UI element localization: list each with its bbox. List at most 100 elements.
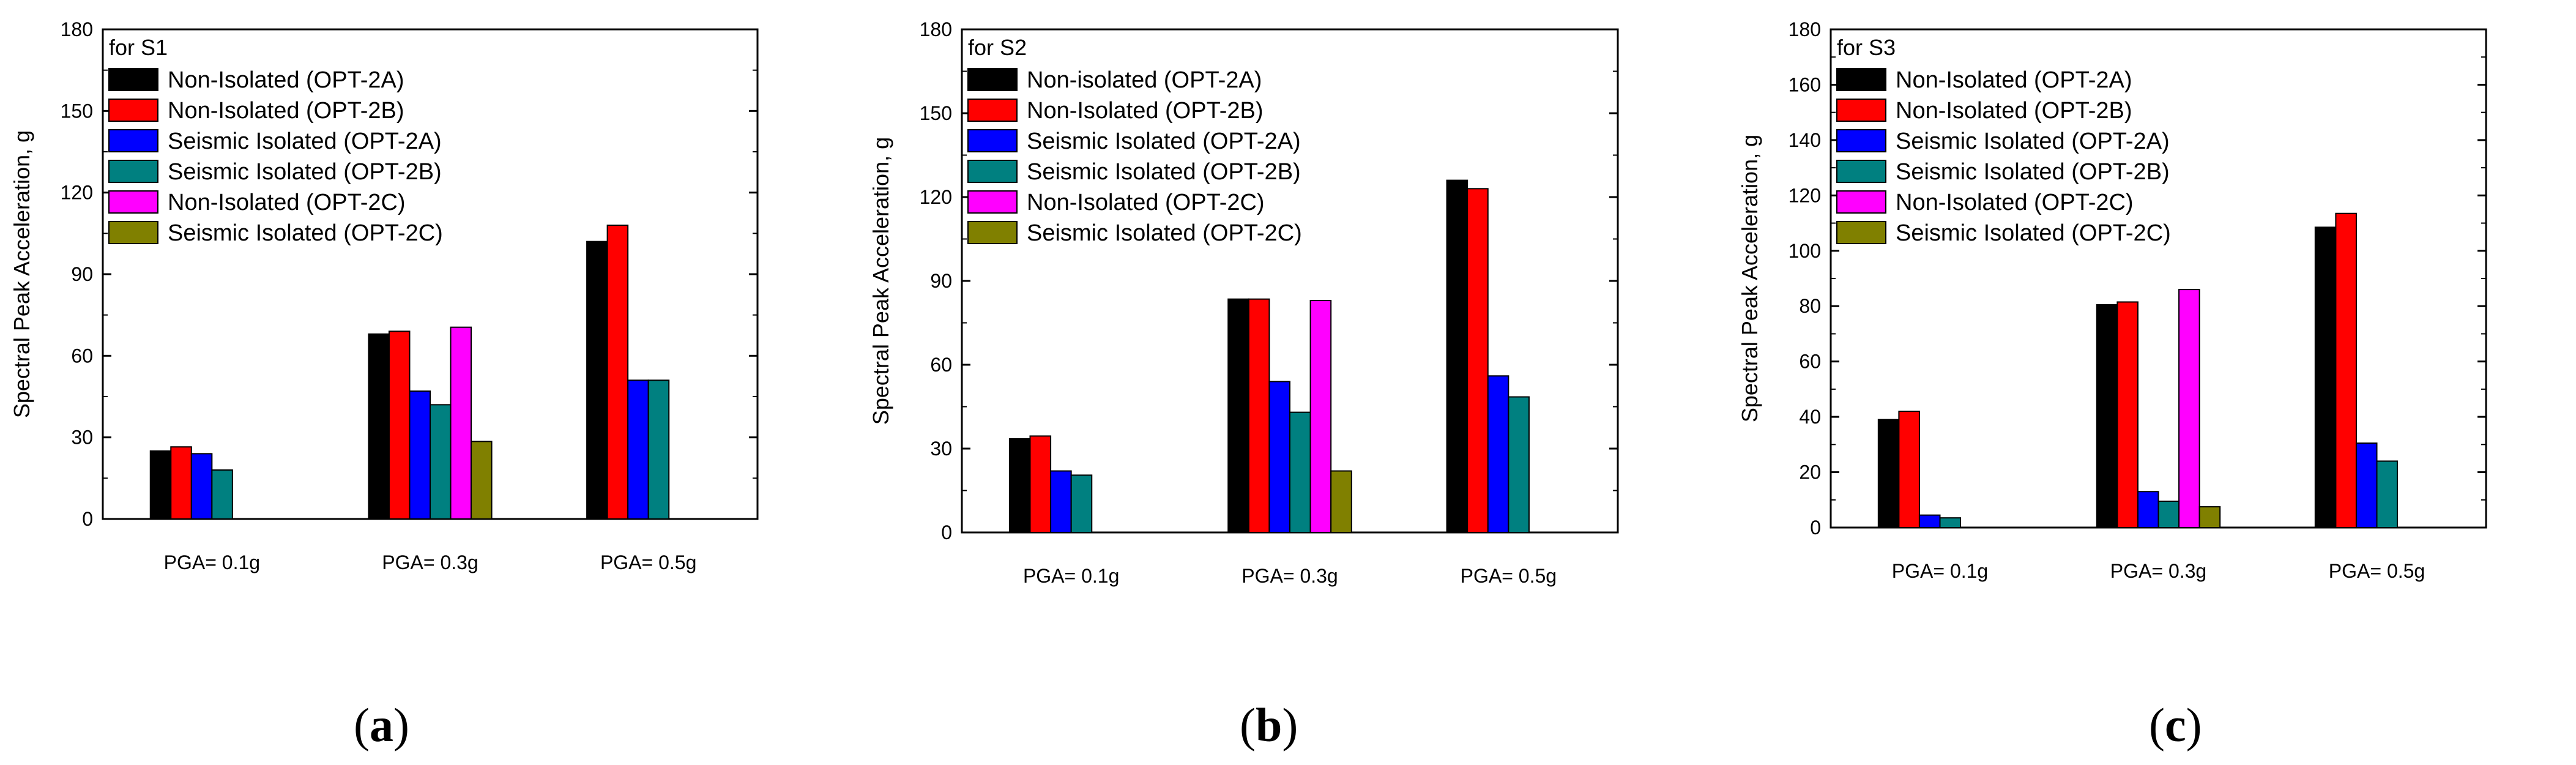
y-tick-label: 90 bbox=[930, 270, 952, 292]
legend-label: Seismic Isolated (OPT-2C) bbox=[1896, 220, 2171, 246]
bar bbox=[627, 379, 649, 520]
legend-swatch bbox=[1836, 190, 1886, 214]
y-tick-label: 120 bbox=[920, 186, 952, 208]
legend-label: Seismic Isolated (OPT-2A) bbox=[1027, 129, 1301, 154]
panel-label-c: (c) bbox=[2149, 698, 2202, 752]
y-tick-label: 150 bbox=[61, 100, 93, 122]
legend-label: Non-Isolated (OPT-2A) bbox=[168, 67, 404, 93]
x-tick-label: PGA= 0.1g bbox=[164, 551, 260, 573]
bar bbox=[606, 225, 629, 520]
bar bbox=[1050, 470, 1072, 533]
bar bbox=[1227, 298, 1249, 533]
bar bbox=[2157, 501, 2180, 528]
bar bbox=[2355, 442, 2378, 528]
legend-swatch bbox=[1836, 160, 1886, 183]
y-tick-label: 60 bbox=[930, 354, 952, 376]
legend-title: for S1 bbox=[109, 35, 168, 60]
y-tick-label: 180 bbox=[920, 18, 952, 40]
bar bbox=[1268, 381, 1290, 534]
legend-swatch bbox=[967, 221, 1018, 244]
y-tick-label: 30 bbox=[71, 427, 93, 449]
legend-swatch bbox=[108, 221, 158, 244]
x-tick-label: PGA= 0.1g bbox=[1892, 560, 1988, 582]
x-tick-label: PGA= 0.5g bbox=[600, 551, 696, 573]
y-tick-label: 0 bbox=[1810, 517, 1821, 539]
legend-label: Non-Isolated (OPT-2B) bbox=[1896, 98, 2132, 124]
y-tick-label: 180 bbox=[1789, 18, 1821, 40]
x-tick-label: PGA= 0.1g bbox=[1023, 565, 1119, 587]
bar bbox=[450, 326, 472, 520]
bar bbox=[2335, 212, 2357, 528]
x-tick-label: PGA= 0.5g bbox=[2329, 560, 2425, 582]
legend-label: Seismic Isolated (OPT-2A) bbox=[1896, 129, 2170, 154]
legend-title: for S2 bbox=[968, 35, 1027, 60]
y-tick-label: 120 bbox=[61, 182, 93, 204]
bar bbox=[1467, 188, 1489, 533]
bar bbox=[409, 390, 431, 520]
bar bbox=[1309, 299, 1332, 533]
bar bbox=[149, 450, 172, 520]
bar bbox=[2096, 304, 2118, 528]
x-tick-label: PGA= 0.5g bbox=[1461, 565, 1557, 587]
legend-swatch bbox=[1836, 221, 1886, 244]
y-axis-label: Spectral Peak Acceleration, g bbox=[868, 137, 893, 425]
legend-label: Seismic Isolated (OPT-2C) bbox=[1027, 220, 1302, 246]
bar bbox=[471, 441, 493, 520]
legend-swatch bbox=[967, 68, 1018, 91]
y-tick-label: 60 bbox=[1799, 351, 1821, 373]
y-axis-label: Spectral Peak Acceleration, g bbox=[1737, 135, 1762, 422]
legend-label: Non-isolated (OPT-2A) bbox=[1027, 67, 1262, 93]
bar bbox=[2198, 506, 2221, 528]
bar bbox=[190, 453, 213, 520]
y-tick-label: 90 bbox=[71, 263, 93, 285]
legend-label: Seismic Isolated (OPT-2C) bbox=[168, 220, 443, 246]
bar bbox=[1508, 396, 1530, 533]
bar bbox=[1029, 435, 1052, 534]
y-axis-label: Spectral Peak Acceleration, g bbox=[9, 130, 34, 418]
y-tick-label: 100 bbox=[1789, 240, 1821, 262]
legend-swatch bbox=[1836, 99, 1886, 122]
legend-label: Non-Isolated (OPT-2C) bbox=[1027, 190, 1265, 215]
bar bbox=[430, 404, 452, 520]
y-tick-label: 80 bbox=[1799, 295, 1821, 317]
legend-swatch bbox=[108, 68, 158, 91]
legend-label: Non-Isolated (OPT-2C) bbox=[1896, 190, 2134, 215]
panel-label-a: (a) bbox=[354, 698, 409, 752]
bar bbox=[1330, 470, 1352, 533]
bar bbox=[2376, 460, 2399, 529]
panel-label-b: (b) bbox=[1240, 698, 1298, 752]
bar bbox=[2178, 289, 2200, 528]
legend-label: Non-Isolated (OPT-2B) bbox=[1027, 98, 1263, 124]
bar bbox=[1939, 517, 1962, 529]
legend-swatch bbox=[108, 190, 158, 214]
legend-title: for S3 bbox=[1837, 35, 1896, 60]
y-tick-label: 40 bbox=[1799, 406, 1821, 428]
y-tick-label: 30 bbox=[930, 438, 952, 460]
y-tick-label: 140 bbox=[1789, 129, 1821, 151]
bar bbox=[1898, 411, 1920, 528]
bar bbox=[170, 446, 192, 520]
bar bbox=[1008, 438, 1031, 533]
y-tick-label: 20 bbox=[1799, 461, 1821, 483]
legend-label: Seismic Isolated (OPT-2B) bbox=[1896, 159, 2170, 185]
bar bbox=[388, 330, 411, 520]
legend-label: Seismic Isolated (OPT-2B) bbox=[168, 159, 442, 185]
legend-label: Non-Isolated (OPT-2A) bbox=[1896, 67, 2132, 93]
bar bbox=[1877, 419, 1900, 529]
bar bbox=[1918, 514, 1941, 529]
x-tick-label: PGA= 0.3g bbox=[382, 551, 478, 573]
y-tick-label: 180 bbox=[61, 18, 93, 40]
chart-panel-c: 0 20 40 60 80 100 120 140 160 180 Spectral Peak Ac… bbox=[1737, 18, 2487, 582]
legend-swatch bbox=[967, 160, 1018, 183]
y-tick-label: 120 bbox=[1789, 184, 1821, 206]
y-tick-label: 150 bbox=[920, 102, 952, 124]
y-tick-label: 60 bbox=[71, 345, 93, 367]
bar bbox=[1289, 411, 1311, 534]
legend-swatch bbox=[967, 99, 1018, 122]
chart-panel-b: 0 30 60 90 120 150 180 Spectral Peak Accelerati… bbox=[868, 18, 1619, 587]
legend-swatch bbox=[967, 190, 1018, 214]
bar bbox=[647, 379, 670, 520]
bar bbox=[1446, 179, 1469, 534]
bar bbox=[2137, 491, 2159, 529]
legend-label: Seismic Isolated (OPT-2A) bbox=[168, 129, 442, 154]
